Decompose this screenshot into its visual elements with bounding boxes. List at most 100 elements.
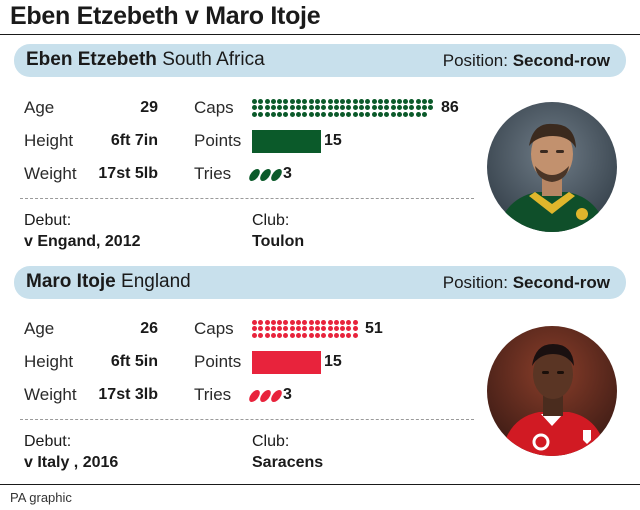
points-label: Points [194, 131, 242, 150]
cap-dot [359, 105, 365, 111]
cap-dot [377, 99, 383, 104]
cap-dot [340, 111, 346, 117]
cap-dot [333, 111, 339, 117]
points-value: 15 [324, 132, 342, 149]
divider [20, 419, 474, 420]
player-name-line: Maro Itoje England [26, 271, 191, 293]
weight-value: 17st 5lb [98, 165, 158, 182]
cap-dot [258, 111, 264, 117]
cap-dot [377, 111, 383, 117]
cap-dot [346, 105, 352, 111]
cap-dot [289, 326, 295, 332]
cap-dot [415, 99, 421, 104]
player-position: Position: Second-row [443, 273, 610, 293]
cap-dot [390, 99, 396, 104]
cap-dot [270, 99, 276, 104]
cap-dot [428, 105, 434, 111]
cap-dot [340, 99, 346, 104]
age-label: Age [24, 98, 55, 117]
cap-dot [396, 105, 402, 111]
cap-dot [252, 320, 257, 325]
cap-dot [346, 99, 352, 104]
cap-dot [365, 99, 371, 104]
cap-dot [352, 332, 358, 338]
cap-dot [346, 111, 352, 117]
cap-dot [384, 105, 390, 111]
cap-dot [252, 332, 257, 338]
position-label: Position: [442, 273, 508, 292]
tries-label: Tries [194, 385, 232, 404]
cap-dot [352, 105, 358, 111]
caps-value: 51 [365, 320, 383, 337]
cap-dot [264, 105, 270, 111]
cap-dot [296, 320, 302, 325]
tries-value: 3 [283, 165, 292, 182]
tries-rugby-ball-icons [247, 390, 284, 402]
player-country: South Africa [162, 49, 265, 70]
club-label: Club: [252, 433, 290, 450]
cap-dot [296, 326, 302, 332]
cap-dot [314, 99, 320, 104]
cap-dot [270, 105, 276, 111]
player-panel-etzebeth: Eben Etzebeth South Africa Position: Sec… [0, 44, 640, 264]
height-label: Height [24, 352, 74, 371]
cap-dot [283, 99, 289, 104]
cap-dot [365, 111, 371, 117]
tries-rugby-ball-icons [247, 169, 284, 181]
cap-dot [270, 332, 276, 338]
weight-label: Weight [24, 385, 77, 404]
caps-dot-grid [252, 320, 358, 338]
cap-dot [264, 320, 270, 325]
debut-value: v Italy , 2016 [24, 454, 119, 471]
cap-dot [340, 105, 346, 111]
cap-dot [340, 332, 346, 338]
cap-dot [258, 332, 264, 338]
cap-dot [314, 111, 320, 117]
cap-dot [321, 320, 327, 325]
position-value: Second-row [512, 51, 610, 70]
cap-dot [308, 111, 314, 117]
cap-dot [314, 326, 320, 332]
player-position: Position: Second-row [443, 51, 610, 71]
weight-label: Weight [24, 164, 77, 183]
caps-value: 86 [441, 99, 459, 116]
age-label: Age [24, 319, 55, 338]
cap-dot [296, 111, 302, 117]
cap-dot [352, 99, 358, 104]
cap-dot [258, 105, 264, 111]
cap-dot [308, 326, 314, 332]
cap-dot [296, 332, 302, 338]
graphic-title: Eben Etzebeth v Maro Itoje [10, 2, 321, 30]
cap-dot [396, 99, 402, 104]
cap-dot [296, 105, 302, 111]
cap-dot [352, 320, 358, 325]
cap-dot [371, 111, 377, 117]
cap-dot [302, 111, 308, 117]
player-photo-etzebeth-icon [487, 102, 617, 232]
cap-dot [403, 105, 409, 111]
cap-dot [321, 99, 327, 104]
credit-text: PA graphic [10, 490, 72, 505]
cap-dot [308, 332, 314, 338]
club-label: Club: [252, 212, 290, 229]
cap-dot [327, 326, 333, 332]
debut-label: Debut: [24, 212, 72, 229]
cap-dot [283, 105, 289, 111]
caps-label: Caps [194, 98, 234, 117]
cap-dot [277, 105, 283, 111]
cap-dot [415, 111, 421, 117]
cap-dot [371, 99, 377, 104]
cap-dot [365, 105, 371, 111]
player-name-line: Eben Etzebeth South Africa [26, 49, 265, 71]
cap-dot [377, 105, 383, 111]
cap-dot [346, 326, 352, 332]
cap-dot [314, 105, 320, 111]
cap-dot [415, 105, 421, 111]
cap-dot [252, 99, 257, 104]
cap-dot [327, 111, 333, 117]
cap-dot [321, 326, 327, 332]
player-panel-itoje: Maro Itoje England Position: Second-row … [0, 266, 640, 486]
cap-dot [384, 99, 390, 104]
tries-value: 3 [283, 386, 292, 403]
rugby-ball-icon [269, 169, 284, 181]
